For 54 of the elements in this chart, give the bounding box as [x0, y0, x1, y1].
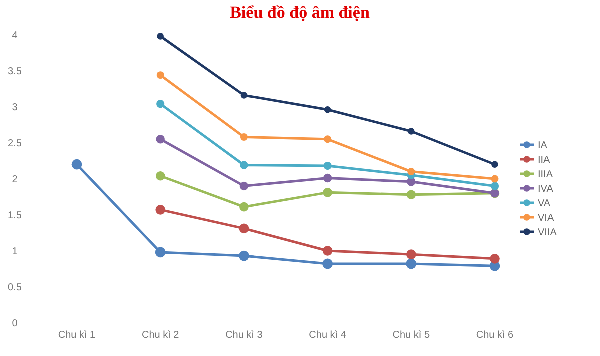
- chart-title: Biểu đồ độ âm điện: [230, 3, 370, 22]
- x-tick-label: Chu kì 3: [226, 330, 264, 341]
- point: [490, 254, 500, 264]
- point: [240, 134, 248, 141]
- y-tick-label: 3: [12, 102, 18, 114]
- point: [156, 171, 166, 181]
- y-tick-label: 0.5: [8, 282, 22, 294]
- legend-label: IVA: [538, 184, 554, 195]
- x-tick-label: Chu kì 4: [309, 330, 347, 341]
- point: [156, 72, 164, 80]
- point: [156, 100, 165, 108]
- point: [490, 182, 500, 190]
- y-tick-label: 4: [12, 30, 18, 42]
- x-tick-label: Chu kì 1: [58, 330, 96, 341]
- x-tick-label: Chu kì 5: [392, 330, 430, 341]
- point: [406, 258, 417, 270]
- point: [240, 182, 249, 191]
- point: [240, 161, 248, 170]
- point: [324, 136, 332, 144]
- point: [408, 168, 416, 176]
- y-tick-label: 1.5: [8, 210, 22, 222]
- legend-label: VA: [538, 198, 551, 210]
- point: [240, 92, 248, 99]
- point: [239, 224, 250, 234]
- point: [156, 205, 166, 215]
- point: [239, 250, 250, 262]
- point: [324, 106, 332, 114]
- point: [491, 175, 499, 183]
- point: [155, 247, 166, 258]
- point: [322, 246, 333, 256]
- legend-label: VIA: [538, 213, 554, 224]
- point: [492, 161, 498, 168]
- y-tick-label: 2.5: [8, 138, 22, 150]
- y-tick-label: 1: [12, 246, 18, 258]
- x-tick-label: Chu kì 6: [476, 330, 514, 341]
- y-tick-label: 2: [12, 174, 18, 186]
- y-tick-label: 3.5: [8, 66, 22, 78]
- legend-label: IA: [538, 140, 548, 152]
- legend-label: IIIA: [538, 170, 554, 180]
- point: [156, 135, 165, 144]
- point: [406, 250, 416, 260]
- legend-label: VIIA: [538, 228, 558, 238]
- x-tick-label: Chu kì 2: [142, 330, 180, 341]
- point: [323, 174, 332, 183]
- y-tick-label: 0: [12, 318, 18, 330]
- point: [323, 188, 332, 198]
- point: [406, 190, 416, 200]
- legend-label: IIA: [538, 155, 551, 166]
- point: [408, 128, 415, 135]
- point: [240, 202, 249, 212]
- point: [324, 162, 332, 170]
- point: [157, 33, 164, 40]
- point: [72, 159, 82, 170]
- point: [322, 258, 333, 270]
